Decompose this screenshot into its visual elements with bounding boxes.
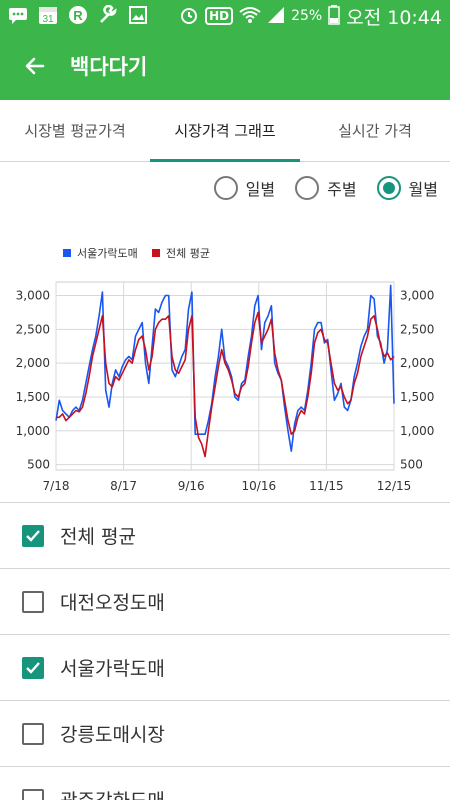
radio-label: 일별 (245, 180, 276, 199)
y-tick-label-left: 2,000 (16, 356, 50, 370)
radio-circle (295, 176, 320, 200)
y-tick-label-right: 2,500 (400, 322, 434, 336)
radio-dot (382, 182, 395, 194)
x-tick-label: 11/15 (309, 479, 344, 493)
svg-text:31: 31 (42, 14, 54, 25)
y-tick-label-left: 3,000 (16, 289, 50, 303)
calendar-icon: 31 (38, 5, 58, 28)
tab-label: 시장가격 그래프 (174, 122, 276, 140)
wrench-icon (98, 4, 118, 28)
market-item[interactable]: 광주각화도매 (0, 767, 450, 800)
chart-series (55, 284, 395, 458)
chart-grid (55, 281, 395, 471)
image-icon (128, 5, 148, 28)
market-list: 전체 평균 대전오정도매 서울가락도매 강릉도매시장 광주각화도매 (0, 502, 450, 800)
alarm-icon (179, 5, 199, 28)
svg-text:R: R (73, 8, 83, 23)
x-axis-ticks: 7/18 8/17 9/16 10/16 11/15 12/15 (43, 479, 412, 493)
market-label: 광주각화도매 (60, 786, 165, 800)
checkmark-icon (26, 661, 40, 674)
radio-monthly[interactable]: 월별 (376, 176, 438, 200)
checkmark-icon (26, 529, 40, 542)
checkbox-checked[interactable] (22, 524, 44, 547)
y-tick-label-left: 500 (27, 458, 50, 472)
y-tick-label-right: 1,500 (400, 390, 434, 404)
wifi-icon (239, 6, 261, 27)
radio-label: 월별 (408, 180, 438, 199)
market-item[interactable]: 서울가락도매 (0, 635, 450, 701)
checkbox[interactable] (22, 590, 44, 613)
legend-swatch-seoul (63, 249, 71, 257)
radio-circle (213, 176, 238, 200)
legend-label-seoul: 서울가락도매 (77, 247, 138, 260)
app-bar: 백다다기 (0, 32, 450, 100)
market-label: 전체 평균 (60, 526, 136, 548)
checkbox[interactable] (22, 788, 44, 800)
page-title: 백다다기 (70, 55, 148, 79)
battery-icon (328, 4, 340, 28)
checkbox[interactable] (22, 722, 44, 745)
signal-icon (267, 6, 285, 27)
market-label: 대전오정도매 (60, 592, 165, 614)
tab-realtime-price[interactable]: 실시간 가격 (300, 100, 450, 161)
y-tick-label-right: 3,000 (400, 289, 434, 303)
tab-price-graph[interactable]: 시장가격 그래프 (150, 100, 300, 162)
period-selector: 일별 주별 월별 (213, 176, 438, 200)
radio-weekly[interactable]: 주별 (295, 176, 357, 200)
checkbox-checked[interactable] (22, 656, 44, 679)
x-tick-label: 10/16 (242, 479, 277, 493)
market-item[interactable]: 강릉도매시장 (0, 701, 450, 767)
x-tick-label: 8/17 (110, 479, 137, 493)
tab-label: 실시간 가격 (338, 122, 412, 140)
r-app-icon: R (68, 5, 88, 28)
price-line-chart: 서울가락도매 전체 평균 500 500 1,000 1,000 1,500 1,500 2… (16, 247, 435, 493)
y-tick-label-right: 500 (400, 458, 423, 472)
x-tick-label: 7/18 (43, 479, 70, 493)
back-button[interactable] (0, 32, 70, 100)
chart-legend: 서울가락도매 전체 평균 (63, 247, 210, 260)
legend-swatch-average (152, 249, 160, 257)
chat-notification-icon (8, 6, 28, 27)
market-item[interactable]: 전체 평균 (0, 503, 450, 569)
y-tick-label-left: 1,000 (16, 424, 50, 438)
plot-frame (55, 281, 395, 471)
y-tick-label-right: 2,000 (400, 356, 434, 370)
radio-circle-selected (376, 176, 401, 200)
series-line-average (56, 311, 395, 458)
market-label: 강릉도매시장 (60, 724, 165, 746)
status-bar: 31 R HD 25% 오전 10:44 (0, 0, 450, 32)
y-axis-ticks: 500 500 1,000 1,000 1,500 1,500 2,000 2,000 2,50… (16, 289, 435, 472)
tab-bar: 시장별 평균가격 시장가격 그래프 실시간 가격 (0, 100, 450, 162)
tab-market-average[interactable]: 시장별 평균가격 (0, 100, 150, 161)
market-item[interactable]: 대전오정도매 (0, 569, 450, 635)
battery-percent: 25% (291, 8, 323, 24)
clock: 오전 10:44 (346, 6, 442, 29)
y-tick-label-left: 1,500 (16, 390, 50, 404)
hd-icon: HD (205, 7, 234, 25)
arrow-back-icon (25, 57, 45, 75)
y-tick-label-left: 2,500 (16, 322, 50, 336)
radio-daily[interactable]: 일별 (213, 176, 276, 200)
radio-label: 주별 (327, 180, 357, 199)
x-tick-label: 12/15 (377, 479, 412, 493)
legend-label-average: 전체 평균 (166, 247, 210, 260)
tab-label: 시장별 평균가격 (24, 122, 126, 140)
y-tick-label-right: 1,000 (400, 424, 434, 438)
x-tick-label: 9/16 (178, 479, 205, 493)
series-line-seoul (55, 284, 395, 452)
market-label: 서울가락도매 (60, 658, 165, 680)
